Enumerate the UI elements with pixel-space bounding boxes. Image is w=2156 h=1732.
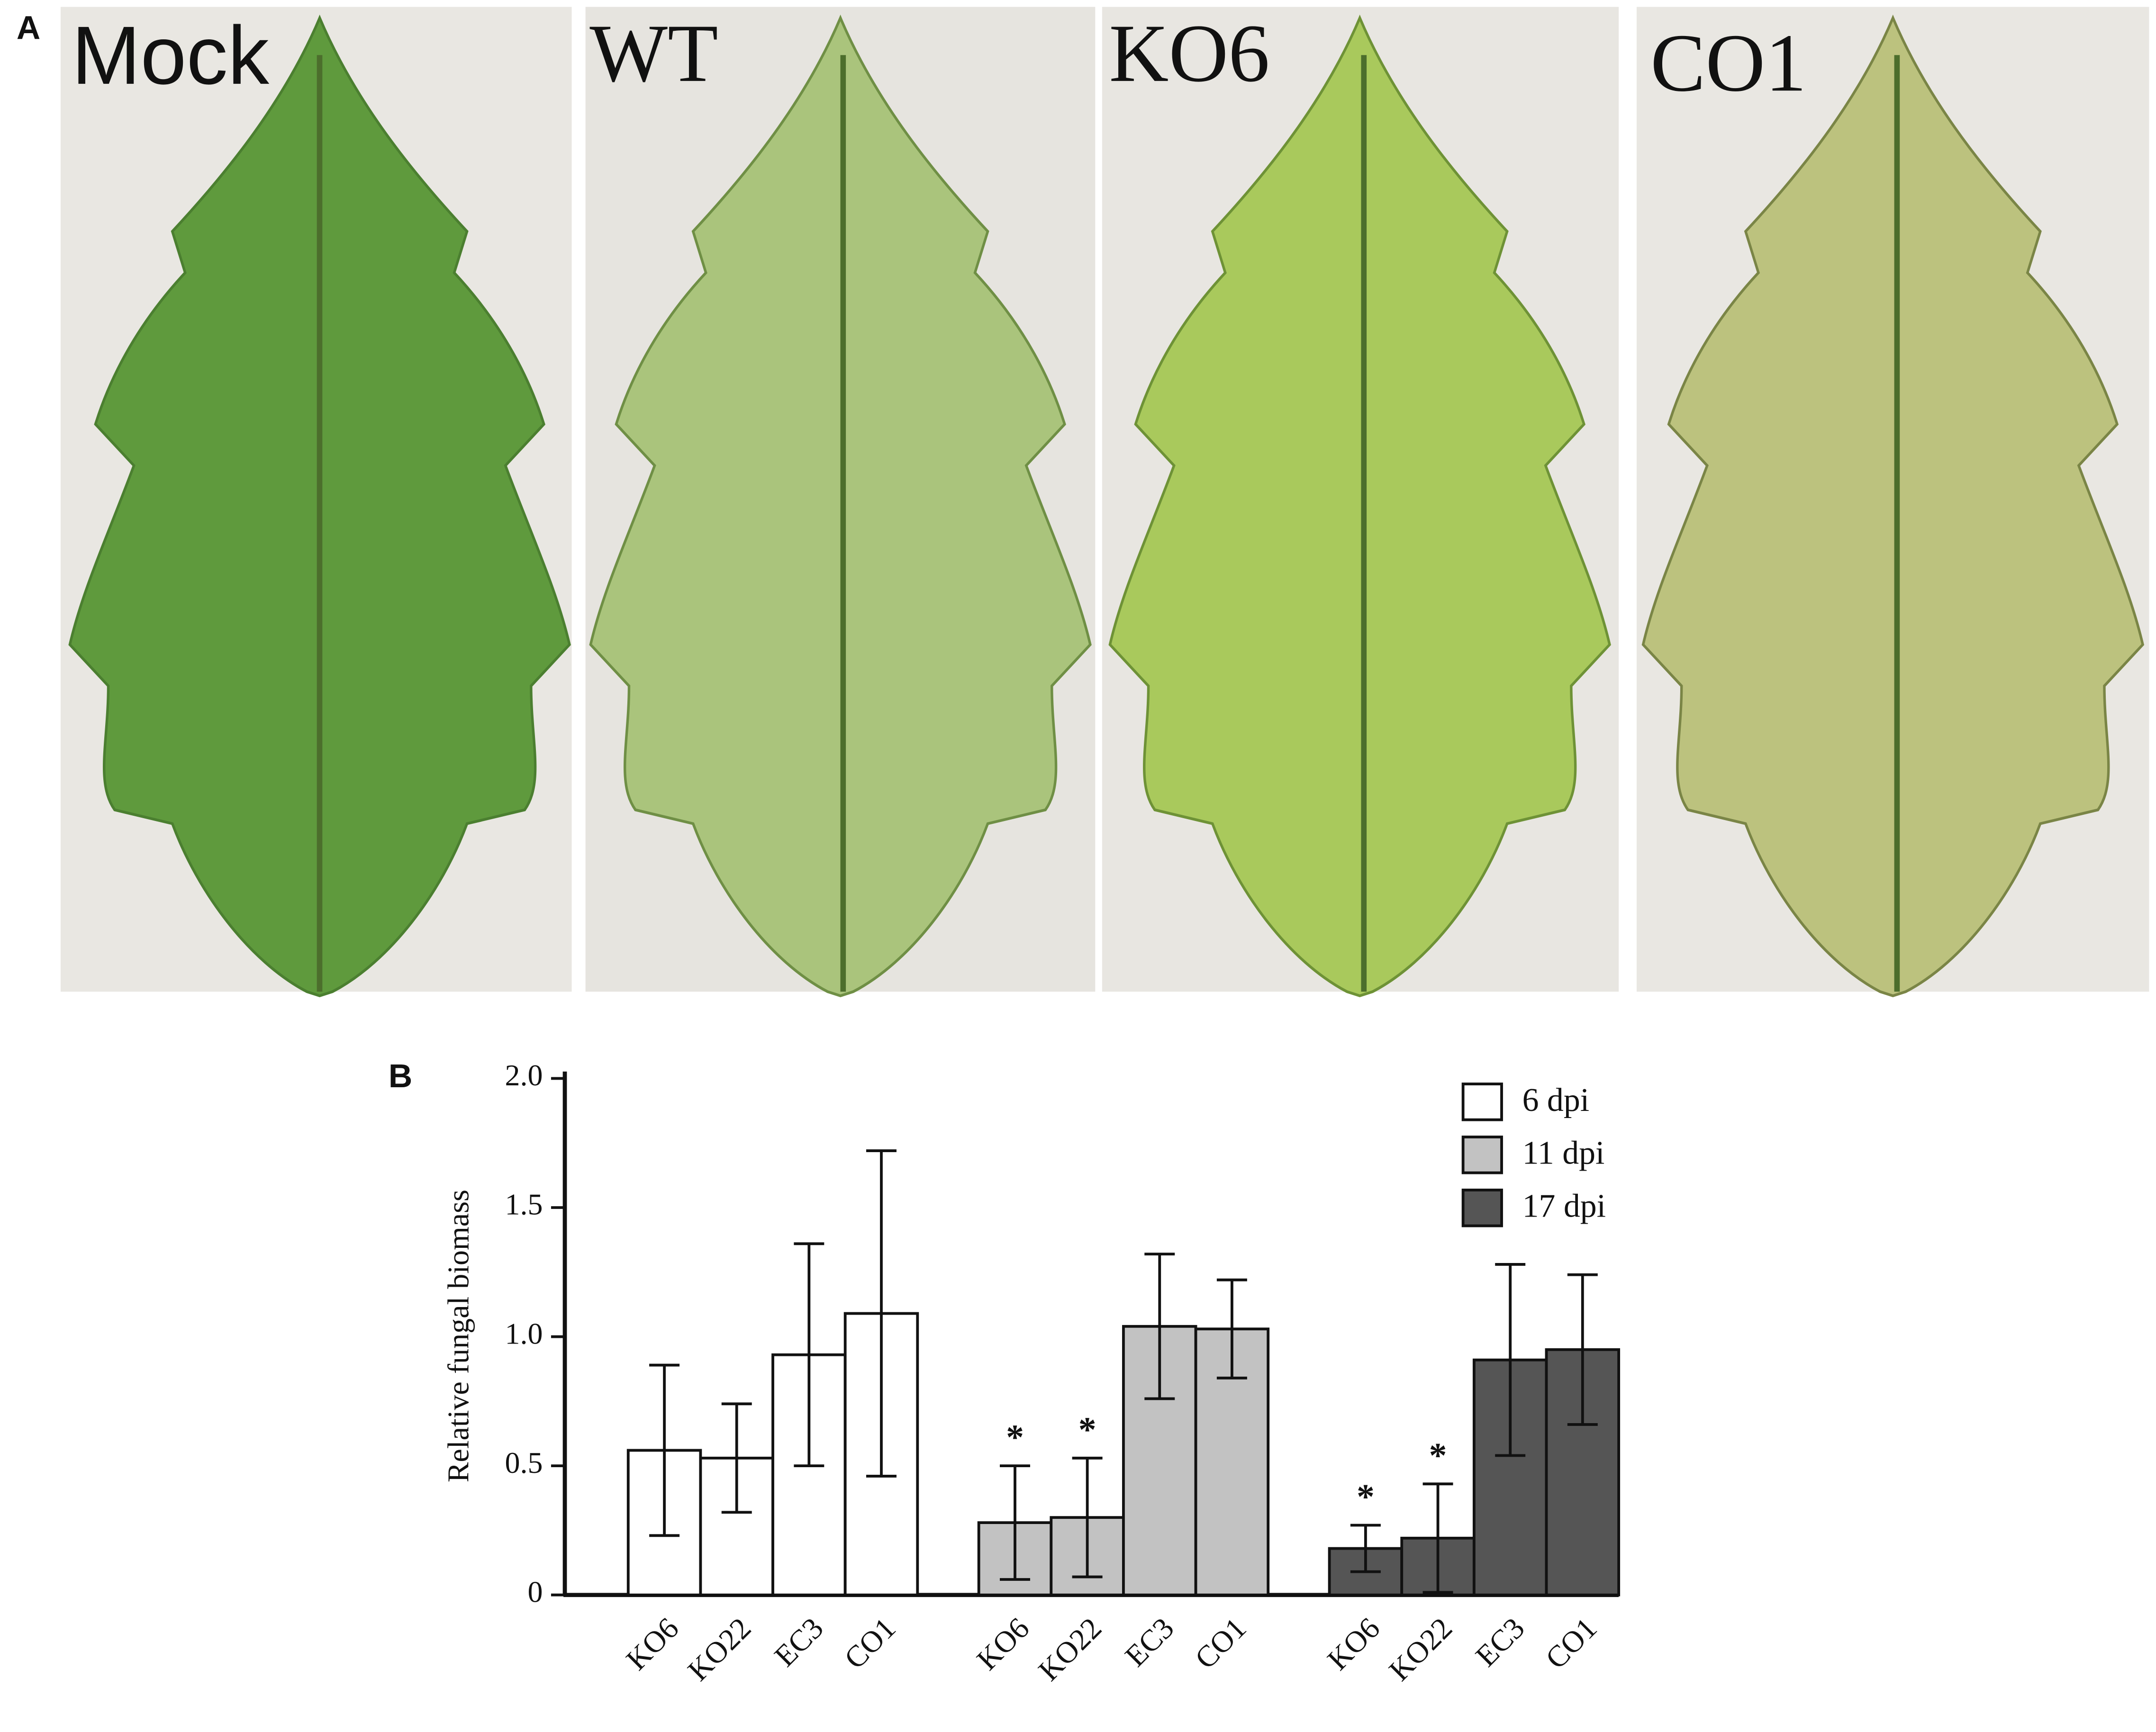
legend-swatch	[1461, 1189, 1503, 1227]
significance-mark: *	[1357, 1478, 1375, 1517]
panel-label: B	[389, 1057, 412, 1094]
x-tick-label: CO1	[1539, 1611, 1603, 1676]
x-tick-label: CO1	[1188, 1611, 1253, 1676]
photo-label: WT	[589, 8, 718, 99]
y-tick-label: 1.0	[505, 1317, 543, 1350]
y-tick-label: 1.5	[505, 1188, 543, 1221]
legend-swatch	[1461, 1082, 1503, 1121]
x-tick-label: KO6	[970, 1611, 1035, 1677]
legend-label: 17 dpi	[1522, 1188, 1606, 1225]
photo-label: CO1	[1650, 17, 1807, 108]
photo-panels: A Mock WT KO6 CO1	[17, 7, 2149, 996]
photo-label: KO6	[1109, 8, 1269, 99]
legend-label: 6 dpi	[1522, 1082, 1589, 1119]
x-tick-label: KO6	[1321, 1611, 1386, 1677]
x-tick-label: EC3	[768, 1611, 830, 1673]
x-tick-label: KO22	[1032, 1611, 1108, 1687]
legend-label: 11 dpi	[1522, 1135, 1605, 1172]
y-tick-label: 0.5	[505, 1446, 543, 1479]
y-axis-label: Relative fungal biomass	[442, 1190, 475, 1482]
midrib	[317, 55, 1900, 992]
significance-mark: *	[1429, 1436, 1447, 1475]
x-tick-label: EC3	[1118, 1611, 1180, 1673]
photo-label: Mock	[72, 9, 270, 101]
y-tick-label: 2.0	[505, 1058, 543, 1092]
x-tick-label: EC3	[1469, 1611, 1531, 1673]
x-tick-label: CO1	[838, 1611, 902, 1676]
significance-mark: *	[1006, 1418, 1024, 1457]
x-tick-label: KO22	[1382, 1611, 1458, 1687]
x-tick-label: KO22	[681, 1611, 757, 1687]
x-tick-label: KO6	[619, 1611, 685, 1677]
legend-swatch	[1461, 1136, 1503, 1174]
y-tick-label: 0	[528, 1575, 543, 1608]
panel-label: A	[17, 9, 40, 46]
significance-mark: *	[1078, 1410, 1096, 1450]
